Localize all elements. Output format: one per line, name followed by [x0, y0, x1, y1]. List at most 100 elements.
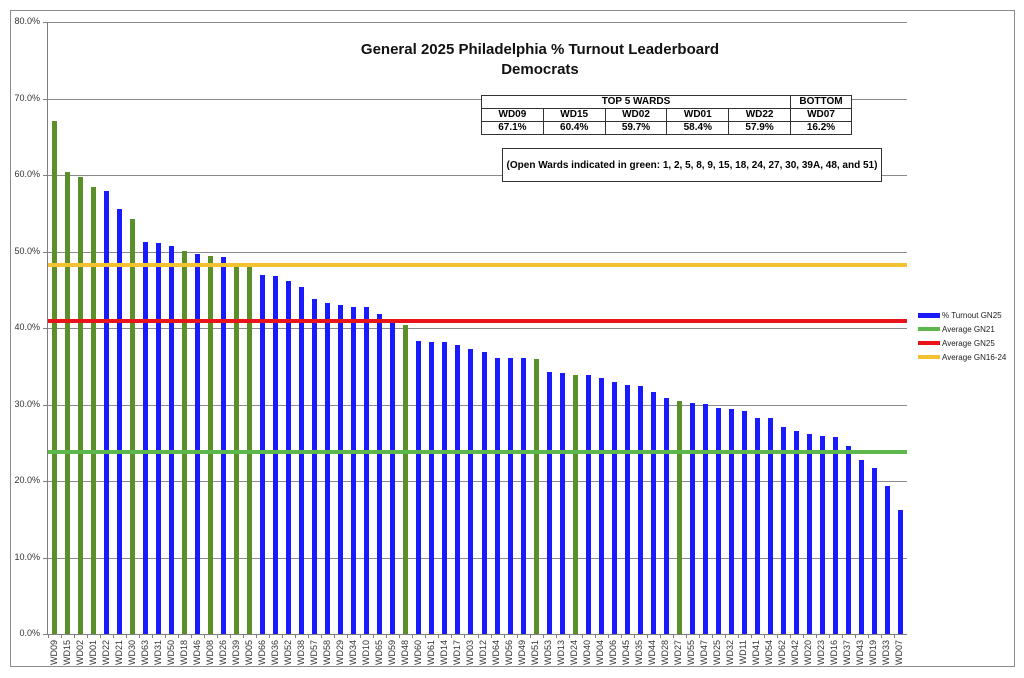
legend-swatch-blue — [918, 312, 940, 318]
top-header: TOP 5 WARDS — [481, 95, 791, 109]
legend-label: Average GN21 — [942, 324, 995, 334]
x-tick-label: WD16 — [829, 640, 840, 666]
gridline — [48, 22, 907, 23]
x-tick — [74, 634, 76, 638]
y-tick — [43, 481, 48, 482]
x-tick-label: WD08 — [204, 640, 215, 666]
bar-wd08 — [208, 256, 214, 634]
bar-wd24 — [572, 374, 578, 634]
x-tick-label: WD59 — [386, 640, 397, 666]
x-tick — [386, 634, 388, 638]
x-tick-label: WD23 — [816, 640, 827, 666]
x-tick-label: WD38 — [295, 640, 306, 666]
bar-wd39 — [234, 262, 240, 634]
y-tick — [43, 328, 48, 329]
x-tick-label: WD65 — [373, 640, 384, 666]
x-tick — [321, 634, 323, 638]
x-tick — [880, 634, 882, 638]
x-tick-label: WD66 — [256, 640, 267, 666]
x-tick — [126, 634, 128, 638]
bar-wd30 — [130, 218, 136, 634]
bar-wd44 — [650, 392, 656, 634]
bar-wd48 — [403, 324, 409, 634]
bar-wd42 — [793, 430, 799, 634]
x-tick — [763, 634, 765, 638]
x-tick — [529, 634, 531, 638]
top-pct-3: 59.7% — [604, 121, 668, 135]
bar-wd03 — [468, 348, 474, 634]
x-tick — [607, 634, 609, 638]
x-tick-label: WD10 — [360, 640, 371, 666]
x-tick — [412, 634, 414, 638]
bar-wd50 — [169, 246, 175, 634]
bottom-header: BOTTOM — [790, 95, 852, 109]
x-tick-label: WD07 — [894, 640, 905, 666]
x-tick-label: WD63 — [139, 640, 150, 666]
x-tick — [581, 634, 583, 638]
x-tick — [568, 634, 570, 638]
x-tick-label: WD05 — [243, 640, 254, 666]
bar-wd28 — [663, 398, 669, 634]
x-tick-label: WD62 — [777, 640, 788, 666]
x-tick-label: WD55 — [686, 640, 697, 666]
x-tick — [698, 634, 700, 638]
bar-wd16 — [832, 437, 838, 634]
gridline — [48, 175, 907, 176]
x-tick-label: WD51 — [530, 640, 541, 666]
y-tick — [43, 404, 48, 406]
x-tick — [139, 634, 141, 638]
bar-wd61 — [429, 341, 435, 634]
x-tick-label: WD52 — [282, 640, 293, 666]
x-tick-label: WD21 — [113, 640, 124, 666]
bar-wd45 — [624, 385, 630, 634]
bar-wd63 — [143, 242, 149, 634]
x-tick-label: WD03 — [464, 640, 475, 666]
x-tick-label: WD41 — [751, 640, 762, 666]
chart-title-main: General 2025 Philadelphia % Turnout Lead… — [360, 41, 720, 58]
bar-wd02 — [78, 177, 84, 634]
x-tick-label: WD50 — [165, 640, 176, 666]
x-tick — [243, 634, 245, 638]
legend-label: Average GN16-24 — [942, 352, 1007, 362]
legend-label: Average GN25 — [942, 338, 995, 348]
top-pct-4: 58.4% — [666, 121, 730, 135]
gridline — [48, 328, 907, 329]
x-tick-label: WD37 — [842, 640, 853, 666]
x-tick-label: WD13 — [556, 640, 567, 666]
bar-wd12 — [481, 351, 487, 634]
x-tick — [490, 634, 492, 638]
bar-wd23 — [819, 435, 825, 634]
x-tick — [672, 634, 674, 638]
gridline — [48, 557, 907, 559]
x-tick-label: WD19 — [868, 640, 879, 666]
bar-wd34 — [351, 306, 357, 634]
x-tick-label: WD22 — [100, 640, 111, 666]
x-tick-label: WD58 — [321, 640, 332, 666]
x-tick — [61, 634, 62, 638]
y-tick-label: 0.0% — [19, 628, 40, 638]
x-tick-label: WD15 — [61, 640, 72, 666]
x-tick-label: WD44 — [647, 640, 658, 666]
leaderboard-table: TOP 5 WARDS BOTTOM WD09 WD15 WD02 WD01 W… — [481, 95, 852, 135]
legend: % Turnout GN25 Average GN21 Average GN25… — [918, 308, 1006, 364]
y-tick-label: 40.0% — [14, 322, 40, 332]
x-tick — [724, 634, 726, 638]
x-tick — [893, 634, 895, 638]
bar-wd66 — [260, 275, 266, 634]
x-tick — [269, 634, 271, 638]
x-tick-label: WD26 — [217, 640, 228, 666]
legend-item-turnout: % Turnout GN25 — [918, 308, 1006, 322]
y-tick-label: 80.0% — [14, 16, 40, 26]
x-tick — [282, 634, 284, 638]
chart-title: General 2025 Philadelphia % Turnout Lead… — [330, 40, 750, 80]
bar-wd59 — [390, 319, 396, 634]
x-tick — [87, 634, 89, 638]
y-tick — [43, 557, 48, 559]
bar-wd49 — [520, 357, 526, 634]
legend-item-avg-gn21: Average GN21 — [918, 322, 1006, 336]
legend-item-avg-gn16-24: Average GN16-24 — [918, 350, 1006, 364]
x-tick — [438, 634, 440, 638]
bar-wd33 — [884, 485, 890, 634]
x-tick-label: WD11 — [738, 640, 749, 665]
bar-wd65 — [377, 314, 383, 634]
